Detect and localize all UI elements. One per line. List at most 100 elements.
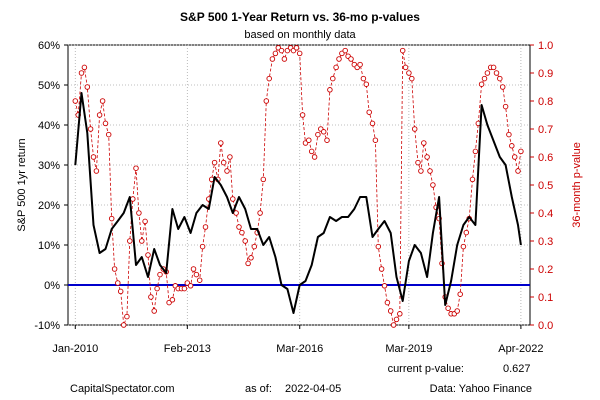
- x-tick-label: Apr-2022: [498, 343, 543, 355]
- pvalue-point: [330, 75, 336, 82]
- pvalue-point: [127, 238, 133, 244]
- pvalue-point: [145, 252, 151, 258]
- pvalue-point: [93, 168, 100, 174]
- pvalue-point: [257, 210, 263, 216]
- pvalue-point: [518, 148, 524, 155]
- as-of-label: as of:: [245, 383, 272, 395]
- pvalue-point: [227, 154, 233, 160]
- pvalue-point: [497, 75, 503, 82]
- pvalue-point: [460, 243, 467, 250]
- return-line: [74, 92, 522, 314]
- pvalue-point: [196, 277, 203, 283]
- pvalue-point: [87, 126, 94, 132]
- right-tick-label: 0.1: [538, 292, 553, 304]
- pvalue-point: [72, 98, 79, 104]
- pvalue-point: [111, 266, 118, 272]
- chart-title: S&P 500 1-Year Return vs. 36-mo p-values: [180, 10, 420, 24]
- pvalue-point: [242, 238, 248, 244]
- pvalue-point: [499, 84, 506, 90]
- x-tick-label: Feb-2013: [164, 343, 211, 355]
- pvalue-point: [224, 168, 230, 174]
- pvalue-point: [199, 243, 206, 250]
- pvalue-point: [202, 224, 209, 230]
- pvalue-point: [336, 56, 342, 62]
- right-tick-label: 0.0: [538, 320, 553, 332]
- pvalue-point: [299, 112, 306, 118]
- pvalue-point: [469, 176, 476, 183]
- left-tick-label: 0%: [44, 280, 60, 292]
- left-axis-label: S&P 500 1yr return: [16, 138, 28, 231]
- pvalue-point: [260, 176, 267, 183]
- source-site: CapitalSpectator.com: [70, 383, 175, 395]
- pvalue-point: [478, 81, 485, 87]
- pvalue-point: [78, 70, 85, 76]
- pvalue-point: [105, 131, 112, 138]
- pvalue-point: [418, 168, 424, 174]
- pvalue-point: [263, 98, 270, 104]
- pvalue-point: [148, 294, 154, 300]
- pvalue-point: [99, 98, 106, 104]
- pvalue-point: [278, 47, 285, 54]
- pvalue-point: [181, 285, 188, 292]
- pvalue-point: [90, 154, 97, 160]
- x-tick-label: Jan-2010: [52, 343, 98, 355]
- left-tick-label: -10%: [34, 320, 60, 332]
- pvalue-point: [360, 75, 367, 82]
- pvalue-point: [120, 322, 127, 328]
- chart-subtitle: based on monthly data: [244, 29, 356, 41]
- pvalue-point: [397, 311, 403, 317]
- right-tick-label: 0.7: [538, 124, 553, 136]
- pvalue-point: [357, 61, 363, 68]
- pvalue-point: [406, 70, 412, 76]
- pvalue-point: [445, 305, 451, 311]
- data-source: Data: Yahoo Finance: [430, 383, 532, 395]
- pvalue-point: [245, 260, 251, 267]
- pvalue-point: [193, 271, 200, 278]
- pvalue-point: [415, 159, 421, 166]
- left-tick-label: 60%: [38, 40, 60, 52]
- as-of-date: 2022-04-05: [285, 383, 341, 395]
- left-tick-label: 10%: [38, 240, 60, 252]
- pvalue-point: [327, 87, 333, 93]
- right-tick-label: 0.6: [538, 152, 553, 164]
- pvalue-point: [157, 271, 163, 278]
- pvalue-point: [481, 75, 488, 82]
- pvalue-point: [381, 283, 388, 289]
- right-tick-label: 0.9: [538, 68, 553, 80]
- pvalue-point: [151, 308, 157, 314]
- pvalue-point: [124, 313, 130, 320]
- pvalue-point: [239, 229, 245, 236]
- pvalue-point: [142, 218, 148, 225]
- pvalue-point: [333, 64, 339, 71]
- pvalue-point: [506, 131, 512, 138]
- pvalue-point: [296, 50, 303, 57]
- series-layer: [72, 45, 524, 328]
- pvalue-point: [372, 137, 379, 143]
- pvalue-point: [363, 81, 370, 87]
- pvalue-point: [308, 148, 315, 155]
- pvalue-point: [393, 316, 400, 323]
- pvalue-point: [424, 154, 430, 160]
- pvalue-line: [74, 47, 522, 327]
- pvalue-point: [457, 291, 463, 297]
- pvalue-point: [509, 143, 515, 149]
- left-tick-label: 50%: [38, 80, 60, 92]
- pvalue-point: [136, 210, 142, 216]
- pvalue-point: [320, 129, 327, 135]
- pvalue-point: [427, 168, 433, 174]
- pvalue-point: [133, 165, 139, 171]
- pvalue-point: [306, 137, 312, 143]
- pvalue-point: [269, 56, 276, 62]
- pvalue-point: [430, 182, 436, 188]
- pvalue-point: [342, 47, 348, 54]
- pvalue-point: [484, 70, 491, 76]
- pvalue-point: [236, 224, 242, 230]
- pvalue-point: [187, 283, 194, 289]
- pvalue-point: [390, 322, 397, 328]
- pvalue-point: [515, 168, 521, 174]
- pvalue-point: [130, 196, 136, 202]
- pvalue-point: [117, 288, 124, 295]
- pvalue-point: [281, 56, 288, 62]
- pvalue-point: [139, 238, 145, 244]
